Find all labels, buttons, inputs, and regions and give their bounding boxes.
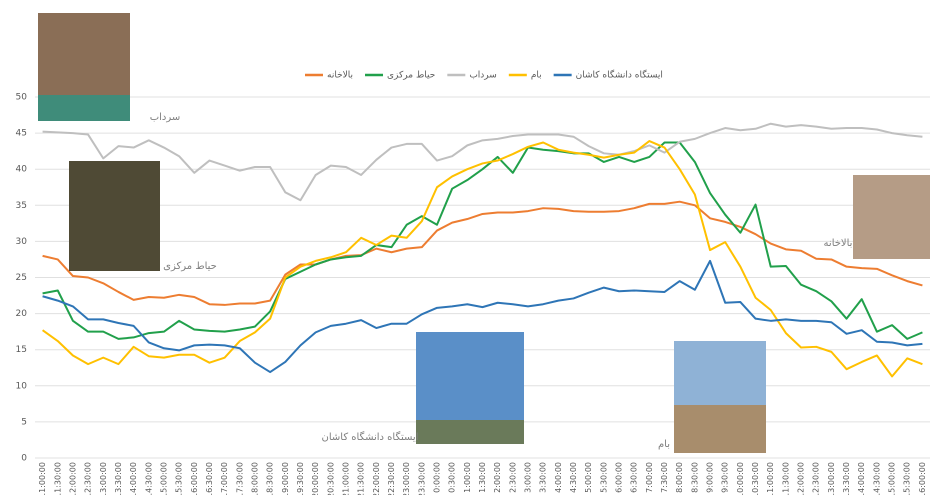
x-tick-label: 16:00:00 [190, 462, 199, 495]
y-tick-label: 15 [16, 345, 27, 355]
x-tick-label: 14:00:00 [857, 462, 866, 495]
x-tick-label: 13:30:00 [842, 462, 851, 495]
x-tick-label: 0:00:00 [432, 462, 441, 493]
chart: 0 5 10 15 20 25 30 35 40 45 50 11:00:00 11:30:00 12:0… [0, 0, 934, 495]
x-tick-label: 21:00:00 [341, 462, 350, 495]
annotation: ایستگاه دانشگاه کاشان [322, 431, 419, 443]
legend-label: بام [531, 71, 542, 81]
x-tick-label: 7:30:00 [660, 462, 669, 493]
x-tick-label: 16:00:00 [918, 462, 927, 495]
legend-label: حیاط مرکزی [387, 71, 435, 81]
y-tick-label: 50 [16, 93, 28, 103]
x-tick-label: 15:30:00 [175, 462, 184, 495]
x-tick-label: 15:00:00 [888, 462, 897, 495]
x-tick-label: 14:30:00 [872, 462, 881, 495]
page: {"chart_data":{"type":"line", "categorie… [0, 0, 934, 499]
x-tick-label: 15:30:00 [903, 462, 912, 495]
y-tick-label: 5 [21, 417, 27, 427]
series-line [43, 124, 923, 201]
x-tick-label: 20:00:00 [311, 462, 320, 495]
x-tick-label: 4:00:00 [554, 462, 563, 493]
x-tick-label: 13:00:00 [827, 462, 836, 495]
legend-label: سرداب [469, 71, 497, 81]
x-tick-label: 5:00:00 [584, 462, 593, 493]
photo [38, 95, 130, 121]
annotation: سرداب [150, 112, 181, 123]
x-tick-label: 14:30:00 [144, 462, 153, 495]
x-tick-label: 19:00:00 [281, 462, 290, 495]
x-tick-label: 6:00:00 [615, 462, 624, 493]
x-tick-label: 11:00:00 [38, 462, 47, 495]
x-tick-label: 19:30:00 [296, 462, 305, 495]
x-tick-label: 14:00:00 [129, 462, 138, 495]
x-tick-label: 3:00:00 [524, 462, 533, 493]
x-tick-label: 13:00:00 [99, 462, 108, 495]
x-tick-label: 21:30:00 [357, 462, 366, 495]
legend-label: ایستگاه دانشگاه کاشان [576, 69, 663, 81]
x-tick-label: 2:30:00 [508, 462, 517, 493]
x-tick-label: 11:30:00 [53, 462, 62, 495]
x-tick-label: 22:30:00 [387, 462, 396, 495]
x-tick-label: 12:00:00 [68, 462, 77, 495]
x-tick-label: 18:00:00 [250, 462, 259, 495]
x-tick-label: 10:30:00 [751, 462, 760, 495]
x-tick-label: 12:30:00 [812, 462, 821, 495]
x-tick-label: 4:30:00 [569, 462, 578, 493]
x-tick-label: 11:00:00 [766, 462, 775, 495]
x-tick-label: 16:30:00 [205, 462, 214, 495]
y-tick-label: 20 [16, 309, 28, 319]
series-line [43, 202, 923, 305]
x-tick-label: 1:30:00 [478, 462, 487, 493]
x-tick-label: 17:00:00 [220, 462, 229, 495]
x-tick-label: 12:30:00 [84, 462, 93, 495]
x-tick-label: 13:30:00 [114, 462, 123, 495]
y-tick-label: 35 [16, 201, 27, 211]
y-tick-label: 30 [16, 237, 28, 247]
x-tick-label: 5:30:00 [599, 462, 608, 493]
x-tick-label: 1:00:00 [463, 462, 472, 493]
x-tick-label: 8:00:00 [675, 462, 684, 493]
y-tick-label: 25 [16, 273, 27, 283]
x-tick-label: 8:30:00 [690, 462, 699, 493]
x-tick-label: 23:30:00 [417, 462, 426, 495]
x-tick-label: 7:00:00 [645, 462, 654, 493]
x-tick-label: 12:00:00 [797, 462, 806, 495]
series-line [43, 142, 923, 338]
photo [853, 175, 930, 259]
x-tick-label: 6:30:00 [630, 462, 639, 493]
x-tick-label: 9:30:00 [721, 462, 730, 493]
x-tick-label: 18:30:00 [266, 462, 275, 495]
photo [69, 161, 160, 271]
annotation: بام [658, 439, 670, 450]
legend-label: بالاخانه [327, 71, 353, 81]
x-tick-label: 17:30:00 [235, 462, 244, 495]
annotation: بالاخانه [824, 238, 853, 249]
photo [674, 405, 766, 453]
x-tick-label: 9:00:00 [706, 462, 715, 493]
y-tick-label: 0 [21, 454, 27, 464]
x-tick-label: 23:00:00 [402, 462, 411, 495]
x-tick-label: 10:00:00 [736, 462, 745, 495]
x-tick-label: 15:00:00 [159, 462, 168, 495]
x-tick-label: 11:30:00 [781, 462, 790, 495]
photo [416, 420, 524, 444]
x-tick-label: 20:30:00 [326, 462, 335, 495]
annotation: حیاط مرکزی [163, 261, 217, 272]
x-tick-label: 0:30:00 [448, 462, 457, 493]
y-tick-label: 45 [16, 129, 27, 139]
x-tick-label: 2:00:00 [493, 462, 502, 493]
x-tick-label: 3:30:00 [539, 462, 548, 493]
y-tick-label: 40 [16, 165, 28, 175]
y-tick-label: 10 [16, 381, 28, 391]
x-tick-label: 22:00:00 [372, 462, 381, 495]
